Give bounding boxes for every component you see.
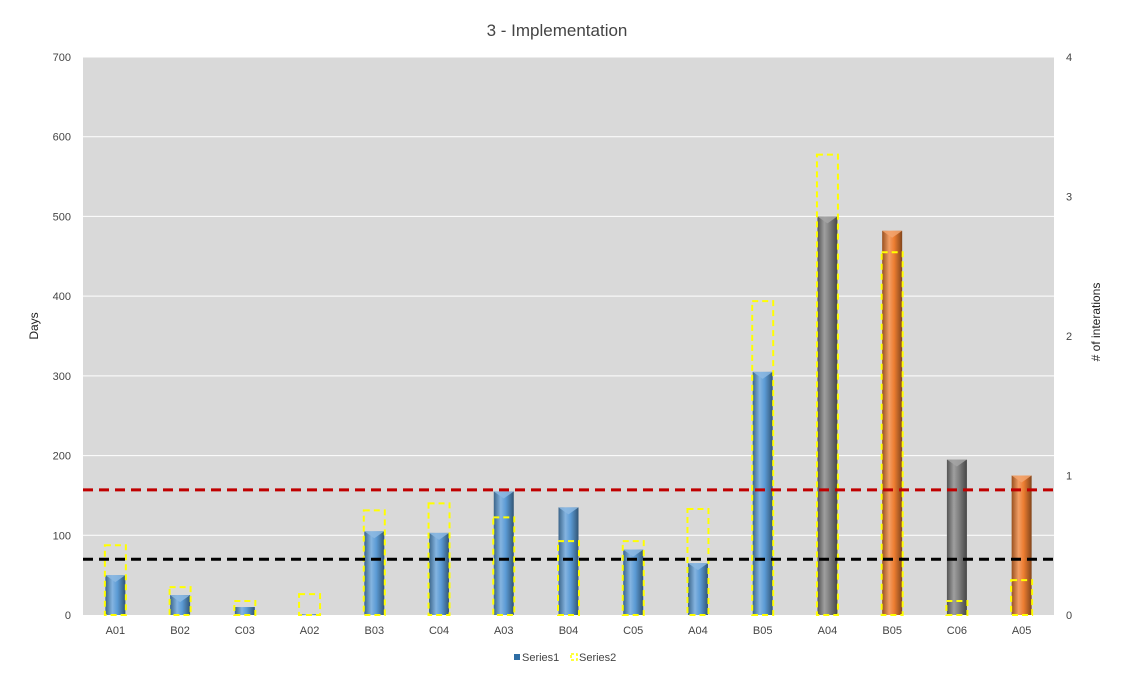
chart-title: 3 - Implementation [487,21,628,40]
series1-bar [429,532,450,615]
series2-bar [815,153,839,616]
y2-tick-label: 3 [1066,192,1072,204]
series2-bar [168,586,192,616]
x-tick-label: B03 [365,625,385,637]
y2-tick-label: 0 [1066,610,1072,622]
y-axis-right-title: # of interations [1089,283,1103,362]
y-tick-label: 200 [53,451,71,463]
x-tick-label: A02 [300,625,320,637]
x-tick-label: C04 [429,625,449,637]
series1-bar [493,491,514,615]
legend-series2-label: Series2 [579,652,616,664]
series1-bar-cap [170,595,191,603]
series1-bar [105,575,126,615]
x-tick-label: A01 [106,625,126,637]
x-tick-label: A05 [1012,625,1032,637]
y-tick-label: 500 [53,211,71,223]
series1-bar [364,531,385,615]
series1-bar-cap [752,371,773,379]
series1-bar-cap [105,575,126,583]
y-tick-label: 300 [53,371,71,383]
series1-bar [234,607,255,615]
y2-tick-label: 4 [1066,52,1072,64]
series1-bar-cap [364,531,385,539]
y-axis-left-title: Days [27,312,41,339]
y-axis-left: 0 100 200 300 400 500 600 700 [53,52,71,622]
y-axis-right: 0 1 2 3 4 [1066,52,1072,622]
series1-bar-cap [1011,475,1032,483]
x-tick-label: C05 [623,625,643,637]
series1-bar-cap [687,563,708,571]
series1-bar-cap [946,459,967,467]
series2-bar [880,251,904,617]
series1-bar-cap [623,549,644,557]
series1-bar-cap [493,491,514,499]
x-tick-label: C03 [235,625,255,637]
series1-bar [558,507,579,615]
legend: Series1 Series2 [514,652,616,664]
series2-bar [945,600,969,616]
series1-bar [623,549,644,615]
y-tick-label: 700 [53,52,71,64]
series1-bar [817,216,838,615]
x-tick-label: B02 [170,625,190,637]
x-tick-label: C06 [947,625,967,637]
series2-bar [103,544,127,616]
y2-tick-label: 1 [1066,471,1072,483]
y-tick-label: 600 [53,132,71,144]
series1-bars [105,216,1032,616]
series1-bar [752,371,773,615]
series2-bar [492,516,516,616]
series2-bar [427,502,451,616]
series1-bar [882,230,903,615]
x-tick-label: B05 [753,625,773,637]
series1-bar [1011,475,1032,615]
x-tick-label: A04 [688,625,708,637]
series1-bar-cap [429,532,450,540]
series2-bars [103,153,1034,617]
series2-bar [686,507,710,617]
y-tick-label: 100 [53,530,71,542]
legend-series1-label: Series1 [522,652,559,664]
x-tick-label: A04 [818,625,838,637]
y2-tick-label: 2 [1066,331,1072,343]
x-tick-label: A03 [494,625,514,637]
series1-bar-cap [817,216,838,224]
y-tick-label: 400 [53,291,71,303]
series1-bar-cap [558,507,579,515]
series1-bar [946,459,967,615]
series2-bar [233,600,257,616]
series1-bar [687,563,708,615]
gridlines [83,56,1054,536]
series1-bar [170,595,191,615]
series2-bar [298,593,322,617]
series2-bar [751,300,775,616]
x-tick-label: B05 [882,625,902,637]
series2-bar [1010,579,1034,616]
series2-bar [362,509,386,616]
legend-series1-swatch [514,654,520,660]
series2-bar [621,540,645,616]
legend-series2-swatch [570,653,578,661]
reference-lines [83,488,1054,561]
series2-bar [557,540,580,616]
series1-bar-cap [882,230,903,238]
x-tick-label: B04 [559,625,579,637]
y-tick-label: 0 [65,610,71,622]
x-axis: A01 B02 C03 A02 B03 C04 A03 B04 C05 A04 B05 A04 B05 C… [106,625,1032,637]
